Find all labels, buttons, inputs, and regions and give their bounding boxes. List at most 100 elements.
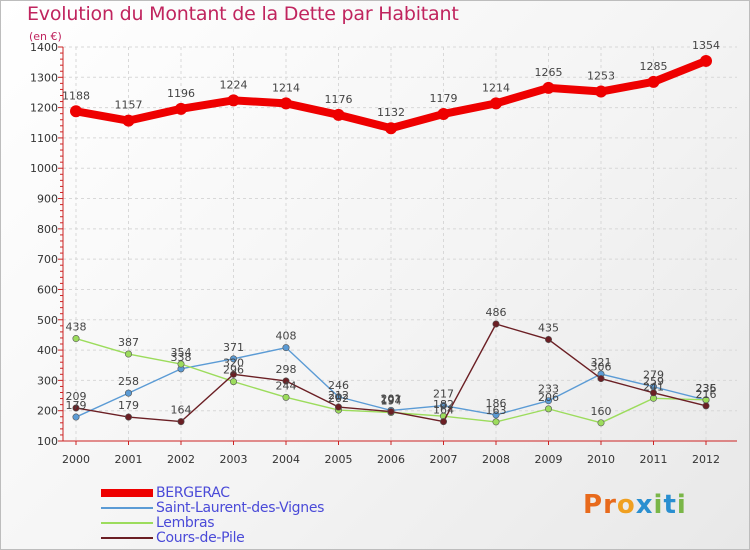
data-point <box>230 378 238 386</box>
x-tick-label: 2002 <box>167 453 195 466</box>
y-tick-label: 1000 <box>30 162 58 175</box>
data-point <box>334 403 342 411</box>
data-label: 321 <box>591 356 612 369</box>
data-label: 1354 <box>692 39 720 52</box>
data-point <box>439 402 447 410</box>
data-label: 258 <box>118 375 139 388</box>
data-label: 1196 <box>167 87 195 100</box>
data-point <box>595 85 607 98</box>
data-label: 435 <box>538 321 559 334</box>
data-label: 259 <box>643 375 664 388</box>
data-label: 1157 <box>115 99 143 112</box>
data-label: 320 <box>223 356 244 369</box>
data-label: 408 <box>276 330 297 343</box>
x-tick-label: 2005 <box>325 453 353 466</box>
chart-title: Evolution du Montant de la Dette par Hab… <box>27 3 459 25</box>
data-label: 194 <box>381 395 402 408</box>
logo-letter: o <box>616 490 636 520</box>
data-point <box>280 97 292 110</box>
legend-label: Cours-de-Pile <box>156 530 245 546</box>
data-labels-layer: 179 258 338 371 408 246 201 217 186 233 321 279 235 4… <box>62 39 720 418</box>
data-label: 306 <box>591 361 612 374</box>
data-label: 164 <box>433 404 454 417</box>
data-point <box>72 335 80 343</box>
data-label: 206 <box>538 391 559 404</box>
legend-swatch <box>101 489 153 497</box>
data-point <box>544 335 552 343</box>
data-label: 179 <box>66 399 87 412</box>
data-point <box>72 404 80 412</box>
y-tick-label: 1200 <box>30 102 58 115</box>
y-tick-label: 500 <box>37 314 58 327</box>
data-point <box>282 377 290 385</box>
logo-letter: t <box>663 490 677 520</box>
data-point <box>492 320 500 328</box>
data-label: 1265 <box>535 66 563 79</box>
data-point <box>544 397 552 405</box>
data-label: 235 <box>696 382 717 395</box>
grid-lines <box>63 46 737 442</box>
y-tick-label: 200 <box>37 405 58 418</box>
logo-letter: i <box>676 490 687 520</box>
data-point <box>122 114 135 127</box>
data-label: 1253 <box>587 70 615 83</box>
data-label: 164 <box>171 404 192 417</box>
data-label: 1188 <box>62 89 90 102</box>
x-tick-label: 2008 <box>482 453 510 466</box>
y-tick-label: 600 <box>37 283 58 296</box>
data-label: 296 <box>223 364 244 377</box>
data-label: 163 <box>486 404 507 417</box>
data-label: 1285 <box>640 60 668 73</box>
data-point <box>597 419 605 427</box>
data-point <box>70 105 82 118</box>
data-point <box>230 355 238 363</box>
y-tick-label: 900 <box>37 193 58 206</box>
legend-label: Saint-Laurent-des-Vignes <box>156 500 325 516</box>
data-point <box>439 418 447 426</box>
legend-label: BERGERAC <box>156 485 230 501</box>
y-axis-ticks: 100 200 300 400 500 600 700 800 900 1000 1100 1200 1… <box>30 41 58 448</box>
data-label: 236 <box>696 382 717 395</box>
data-label: 1179 <box>430 92 458 105</box>
data-label: 1214 <box>482 81 510 94</box>
data-label: 338 <box>171 351 192 364</box>
data-point <box>647 75 660 88</box>
legend-swatch <box>101 507 153 509</box>
logo-letter: x <box>635 490 654 520</box>
data-point <box>649 389 657 397</box>
data-point <box>702 402 710 410</box>
data-label: 209 <box>66 390 87 403</box>
data-label: 179 <box>118 399 139 412</box>
y-tick-label: 1100 <box>30 132 58 145</box>
data-point <box>125 389 133 397</box>
data-point <box>492 411 500 419</box>
data-point <box>544 405 552 413</box>
data-label: 186 <box>486 397 507 410</box>
data-point <box>227 94 240 107</box>
x-tick-label: 2000 <box>62 453 90 466</box>
data-point <box>282 393 290 401</box>
data-label: 354 <box>171 346 192 359</box>
data-label: 197 <box>381 394 402 407</box>
x-tick-label: 2006 <box>377 453 405 466</box>
data-point <box>334 393 342 401</box>
y-tick-label: 800 <box>37 223 58 236</box>
data-label: 216 <box>696 388 717 401</box>
data-label: 279 <box>643 369 664 382</box>
y-tick-label: 1400 <box>30 41 58 54</box>
data-point <box>72 413 80 421</box>
x-tick-label: 2012 <box>692 453 720 466</box>
y-tick-label: 300 <box>37 374 58 387</box>
data-label: 1224 <box>220 78 248 91</box>
data-label: 201 <box>381 392 402 405</box>
x-tick-label: 2007 <box>430 453 458 466</box>
data-point <box>700 54 712 67</box>
data-label: 486 <box>486 306 507 319</box>
data-label: 1176 <box>325 93 353 106</box>
data-label: 244 <box>276 379 297 392</box>
x-tick-label: 2003 <box>220 453 248 466</box>
data-point <box>175 102 187 115</box>
data-point <box>125 350 133 358</box>
